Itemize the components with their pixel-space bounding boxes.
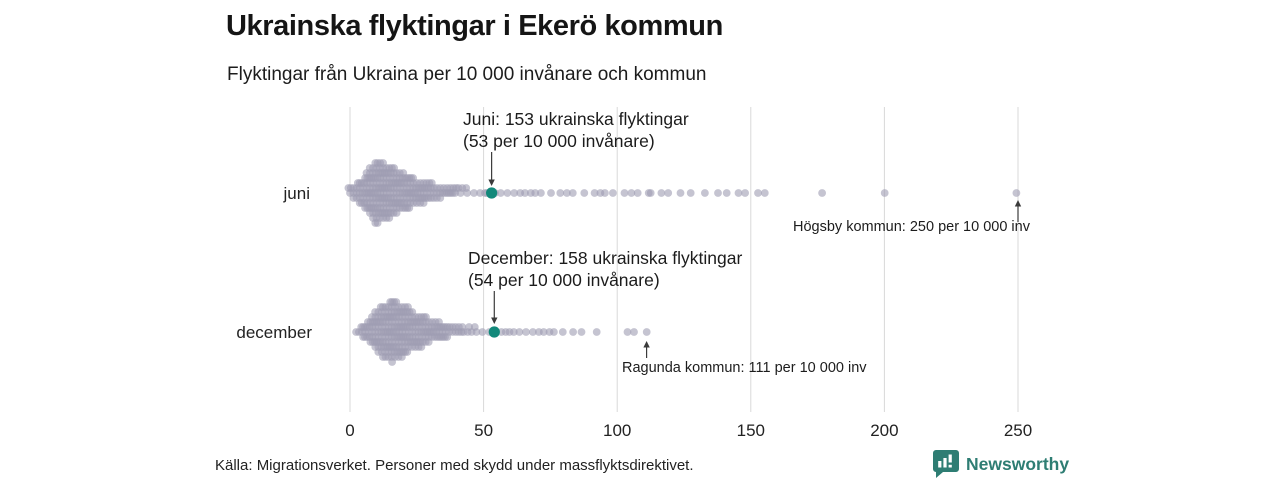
swarm-dot	[509, 328, 518, 336]
swarm-dot	[529, 328, 537, 336]
annotation-june: Juni: 153 ukrainska flyktingar (53 per 1…	[463, 108, 689, 152]
swarm-dot	[472, 328, 481, 336]
swarm-dot	[676, 189, 685, 197]
swarm-dot	[496, 189, 505, 197]
swarm-dot	[462, 184, 471, 192]
x-tick-label: 100	[603, 421, 632, 440]
swarm-dot	[503, 189, 512, 197]
swarm-dot	[556, 189, 565, 197]
leader-outlier-head	[643, 341, 650, 348]
swarm-dot	[458, 323, 467, 331]
swarm-dot	[510, 189, 519, 197]
brand-logo[interactable]: Newsworthy	[933, 450, 1069, 478]
swarm-dot	[818, 189, 826, 197]
swarm-dot	[1012, 189, 1021, 197]
swarm-dot	[642, 328, 651, 336]
swarm-dot	[609, 189, 617, 197]
chart-subtitle: Flyktingar från Ukraina per 10 000 invån…	[227, 64, 707, 85]
x-tick-label: 150	[736, 421, 765, 440]
leader-highlight-head	[491, 317, 498, 324]
highlight-dot-ekero	[486, 187, 498, 199]
swarm-dot	[521, 189, 529, 197]
swarm-dot	[515, 328, 524, 336]
swarm-dot	[403, 348, 412, 356]
swarm-dot	[537, 189, 545, 197]
swarm-dot	[563, 189, 571, 197]
swarm-dot	[722, 189, 731, 197]
brand-name: Newsworthy	[966, 453, 1070, 474]
source-note: Källa: Migrationsverket. Personer med sk…	[215, 457, 694, 474]
x-tick-label: 250	[1003, 421, 1033, 440]
swarm-dot	[701, 189, 709, 197]
swarm-dot	[630, 328, 638, 336]
swarm-dot	[686, 189, 695, 197]
newsworthy-icon	[933, 450, 959, 478]
swarm-dot	[623, 328, 632, 336]
x-tick-label: 50	[474, 421, 494, 440]
swarm-dot	[754, 189, 762, 197]
swarm-dot	[436, 194, 445, 202]
swarm-dot	[592, 328, 601, 336]
swarm-dot	[568, 189, 577, 197]
swarm-dot	[547, 189, 555, 197]
swarm-dot	[601, 189, 609, 197]
swarm-dot	[741, 189, 749, 197]
swarm-dot	[392, 209, 401, 217]
leader-highlight-head	[488, 179, 495, 186]
swarm-dot	[392, 298, 401, 306]
swarm-dot	[379, 159, 387, 167]
annotation-december-line2: (54 per 10 000 invånare)	[468, 270, 660, 290]
swarm-dot	[590, 189, 599, 197]
swarm-dot	[478, 328, 487, 336]
x-tick-label: 0	[345, 421, 355, 440]
row-label-juni: juni	[283, 184, 310, 203]
swarm-dot	[443, 333, 452, 341]
swarm-dot	[620, 189, 629, 197]
annotation-december-line1: December: 158 ukrainska flyktingar	[468, 248, 743, 268]
swarm-dot	[539, 328, 548, 336]
swarm-dot	[569, 328, 577, 336]
swarm-dot	[734, 189, 743, 197]
swarm-dot	[424, 338, 433, 346]
swarm-dot	[580, 189, 589, 197]
swarm-dot	[646, 189, 655, 197]
highlight-dot-ekero	[488, 326, 500, 338]
annotation-ragunda: Ragunda kommun: 111 per 10 000 inv	[622, 360, 867, 376]
swarm-dot	[880, 189, 889, 197]
swarm-dot	[633, 189, 642, 197]
swarm-dot	[522, 328, 530, 336]
swarm-dot	[760, 189, 769, 197]
swarm-dot	[470, 189, 478, 197]
annotation-june-line1: Juni: 153 ukrainska flyktingar	[463, 109, 689, 129]
swarm-dot	[408, 308, 417, 316]
swarm-dot	[550, 328, 558, 336]
annotation-june-line2: (53 per 10 000 invånare)	[463, 131, 655, 151]
leader-outlier-head	[1014, 200, 1022, 207]
swarm-dot	[373, 219, 382, 227]
annotation-december: December: 158 ukrainska flyktingar (54 p…	[468, 247, 742, 291]
row-label-december: december	[236, 323, 312, 342]
swarm-dot	[657, 189, 666, 197]
annotation-hogsby: Högsby kommun: 250 per 10 000 inv	[793, 219, 1030, 235]
x-tick-label: 200	[870, 421, 899, 440]
swarm-dot	[558, 328, 567, 336]
chart-title: Ukrainska flyktingar i Ekerö kommun	[226, 10, 723, 42]
swarm-dot	[714, 189, 722, 197]
swarm-dot	[627, 189, 636, 197]
swarm-dot	[664, 189, 673, 197]
swarm-dot	[531, 189, 540, 197]
swarm-dot	[577, 328, 586, 336]
